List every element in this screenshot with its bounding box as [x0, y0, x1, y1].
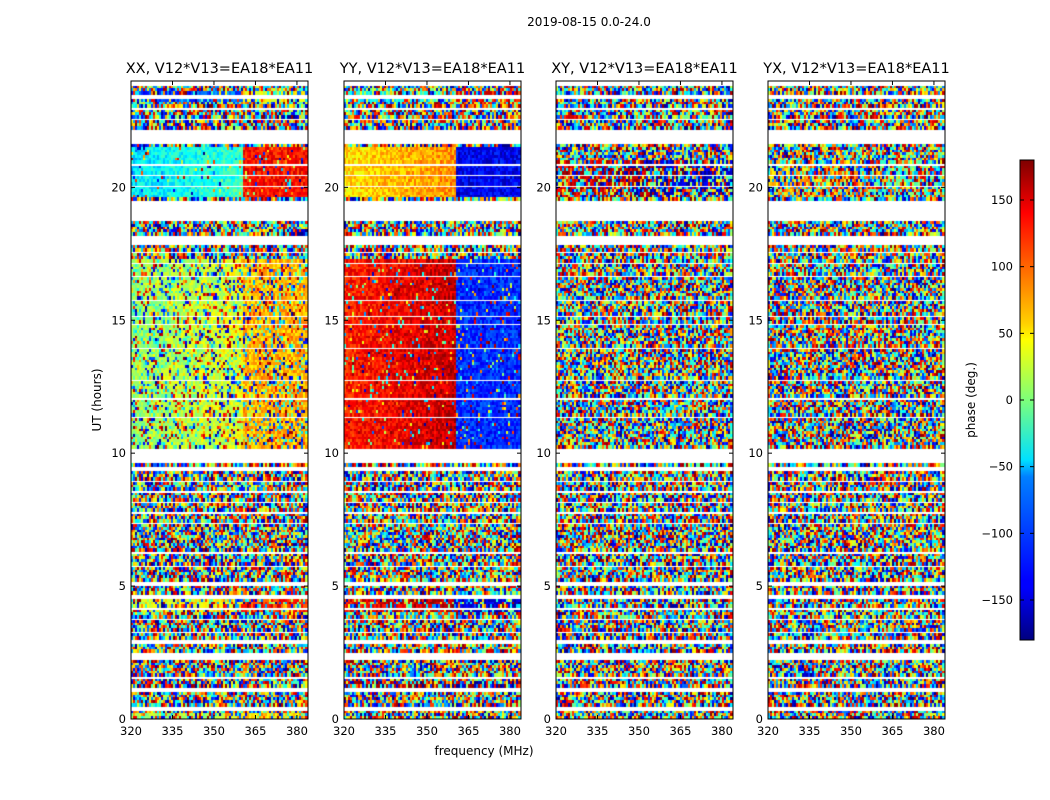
- panel-frame: [767, 80, 946, 720]
- x-tick-label: 335: [375, 724, 397, 738]
- y-tick-label: 0: [119, 712, 126, 726]
- x-tick-label: 380: [711, 724, 733, 738]
- colorbar-tick-label: −100: [981, 526, 1013, 540]
- phase-heatmap-canvas: [344, 81, 521, 719]
- y-tick-label: 0: [544, 712, 551, 726]
- x-tick-label: 320: [545, 724, 567, 738]
- x-tick-label: 350: [628, 724, 650, 738]
- colorbar-tick-label: 150: [991, 193, 1013, 207]
- x-tick-label: 350: [416, 724, 438, 738]
- colorbar: 150 100 50 0 −50 −100 −150 phase (deg.): [964, 159, 1035, 641]
- panel-title: YX, V12*V13=EA18*EA11: [762, 61, 949, 77]
- panel: XY, V12*V13=EA18*EA11 320 335 350 365 380 0 5 10…: [536, 61, 737, 738]
- y-tick-label: 20: [536, 180, 551, 194]
- x-tick-label: 320: [333, 724, 355, 738]
- x-tick-label: 365: [244, 724, 266, 738]
- y-axis-label: UT (hours): [90, 368, 104, 431]
- y-tick-label: 5: [332, 579, 339, 593]
- y-tick-label: 20: [748, 180, 763, 194]
- y-tick-label: 5: [119, 579, 126, 593]
- y-tick-label: 15: [111, 313, 126, 327]
- x-tick-label: 320: [757, 724, 779, 738]
- y-tick-label: 0: [332, 712, 339, 726]
- x-tick-label: 365: [881, 724, 903, 738]
- panel-frame: [343, 80, 522, 720]
- x-tick-label: 380: [499, 724, 521, 738]
- colorbar-label: phase (deg.): [964, 362, 978, 438]
- panels-group: XX, V12*V13=EA18*EA11 320 335 350 365 380 0 5 10…: [111, 61, 949, 738]
- phase-heatmap: [556, 81, 733, 719]
- y-tick-label: 10: [111, 446, 126, 460]
- x-tick-label: 380: [923, 724, 945, 738]
- phase-heatmap: [344, 81, 521, 719]
- panel-frame: [555, 80, 734, 720]
- panel-frame: [130, 80, 309, 720]
- phase-heatmap-canvas: [131, 81, 308, 719]
- panel: XX, V12*V13=EA18*EA11 320 335 350 365 380 0 5 10…: [111, 61, 313, 738]
- y-tick-label: 10: [748, 446, 763, 460]
- colorbar-ticks: 150 100 50 0 −50 −100 −150: [981, 193, 1034, 607]
- x-tick-label: 335: [587, 724, 609, 738]
- colorbar-tick-label: 0: [1006, 393, 1013, 407]
- colorbar-tick-label: 50: [998, 326, 1013, 340]
- panel-title: YY, V12*V13=EA18*EA11: [339, 61, 525, 77]
- x-tick-label: 350: [840, 724, 862, 738]
- x-tick-label: 335: [799, 724, 821, 738]
- y-tick-label: 5: [544, 579, 551, 593]
- y-tick-label: 20: [324, 180, 339, 194]
- panel: YY, V12*V13=EA18*EA11 320 335 350 365 380 0 5 10…: [324, 61, 525, 738]
- colorbar-tick-label: −50: [989, 460, 1013, 474]
- phase-heatmap: [768, 81, 945, 719]
- panel-title: XX, V12*V13=EA18*EA11: [126, 61, 314, 77]
- phase-heatmap-canvas: [768, 81, 945, 719]
- y-tick-label: 0: [756, 712, 763, 726]
- x-axis-label: frequency (MHz): [434, 744, 533, 758]
- x-tick-label: 350: [203, 724, 225, 738]
- y-tick-label: 10: [536, 446, 551, 460]
- x-tick-label: 335: [162, 724, 184, 738]
- colorbar-tick-label: −150: [981, 593, 1013, 607]
- y-tick-label: 20: [111, 180, 126, 194]
- y-tick-label: 15: [324, 313, 339, 327]
- x-tick-label: 380: [286, 724, 308, 738]
- panel: YX, V12*V13=EA18*EA11 320 335 350 365 380 0 5 10…: [748, 61, 949, 738]
- x-tick-label: 320: [120, 724, 142, 738]
- phase-heatmap-canvas: [556, 81, 733, 719]
- panel-title: XY, V12*V13=EA18*EA11: [551, 61, 737, 77]
- y-tick-label: 5: [756, 579, 763, 593]
- colorbar-tick-label: 100: [991, 260, 1013, 274]
- x-tick-label: 365: [669, 724, 691, 738]
- figure-suptitle: 2019-08-15 0.0-24.0: [527, 15, 651, 29]
- x-tick-label: 365: [457, 724, 479, 738]
- y-tick-label: 15: [748, 313, 763, 327]
- y-tick-label: 10: [324, 446, 339, 460]
- y-tick-label: 15: [536, 313, 551, 327]
- phase-heatmap: [131, 81, 308, 719]
